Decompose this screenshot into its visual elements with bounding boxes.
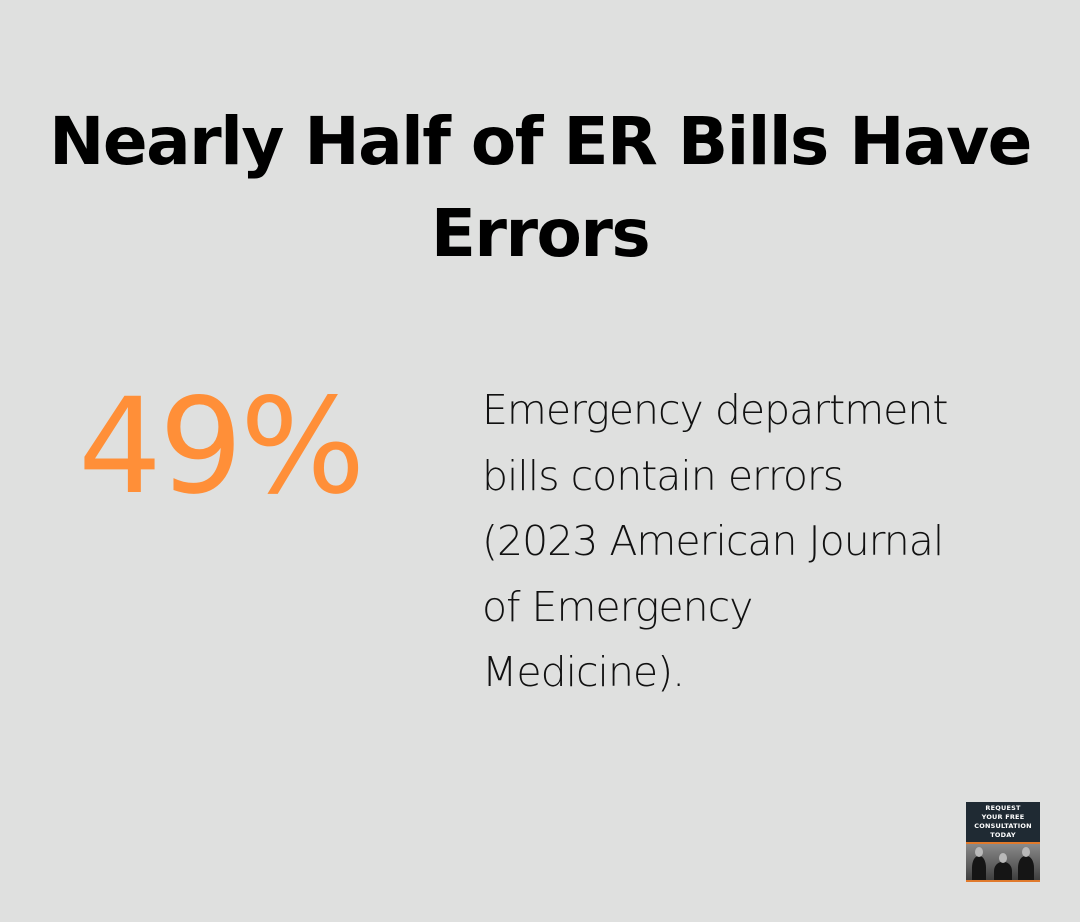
description-line: (2023 American Journal <box>482 517 944 565</box>
team-photo <box>966 844 1040 882</box>
stat-description: Emergency department bills contain error… <box>482 378 1042 706</box>
consultation-cta-banner[interactable]: REQUEST YOUR FREE CONSULTATION TODAY <box>966 802 1040 882</box>
cta-line: YOUR FREE <box>981 813 1025 821</box>
person-silhouette-icon <box>994 853 1012 882</box>
description-line: of Emergency <box>482 582 753 631</box>
description-line: Emergency department <box>482 386 948 434</box>
description-line: bills contain errors <box>482 451 844 500</box>
description-line: Medicine). <box>482 648 685 696</box>
cta-line: CONSULTATION <box>974 822 1032 830</box>
cta-line: TODAY <box>990 831 1016 839</box>
title-line-1: Nearly Half of ER Bills Have <box>49 103 1032 180</box>
cta-divider <box>966 842 1040 844</box>
person-silhouette-icon <box>972 847 986 882</box>
cta-text: REQUEST YOUR FREE CONSULTATION TODAY <box>966 802 1040 842</box>
cta-line: REQUEST <box>985 804 1021 812</box>
page-title: Nearly Half of ER Bills Have Errors <box>0 96 1080 280</box>
person-silhouette-icon <box>1018 847 1034 882</box>
cta-bottom-border <box>966 880 1040 882</box>
title-line-2: Errors <box>430 195 651 272</box>
stat-value: 49% <box>78 370 365 524</box>
